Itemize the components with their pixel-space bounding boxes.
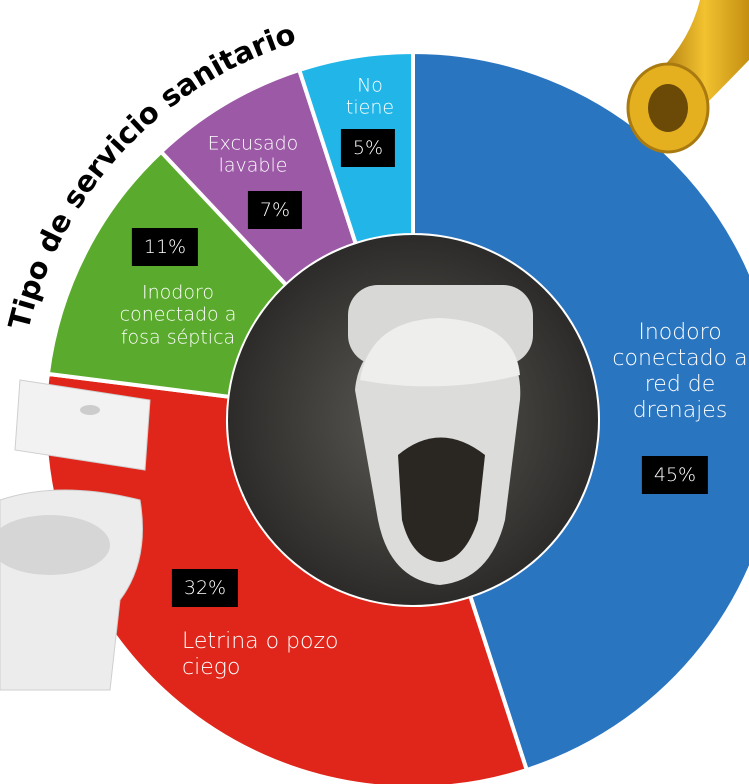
value-label: 7% (247, 191, 303, 229)
slices (43, 49, 749, 784)
toilet-icon (0, 379, 151, 691)
value-label: 32% (171, 569, 239, 607)
slice-label: Excusado lavable (207, 132, 299, 177)
center-photo (228, 235, 598, 605)
value-label: 5% (340, 129, 396, 167)
value-label: 45% (641, 456, 709, 494)
slice-label: Inodoro conectado a fosa séptica (119, 281, 237, 349)
slice-label: Letrina o pozo ciego (182, 629, 339, 680)
slice-label: No tiene (345, 74, 395, 119)
slice-label: Inodoro conectado a red de drenajes (612, 320, 748, 423)
value-label: 11% (131, 228, 199, 266)
pipe-icon (626, 0, 749, 154)
